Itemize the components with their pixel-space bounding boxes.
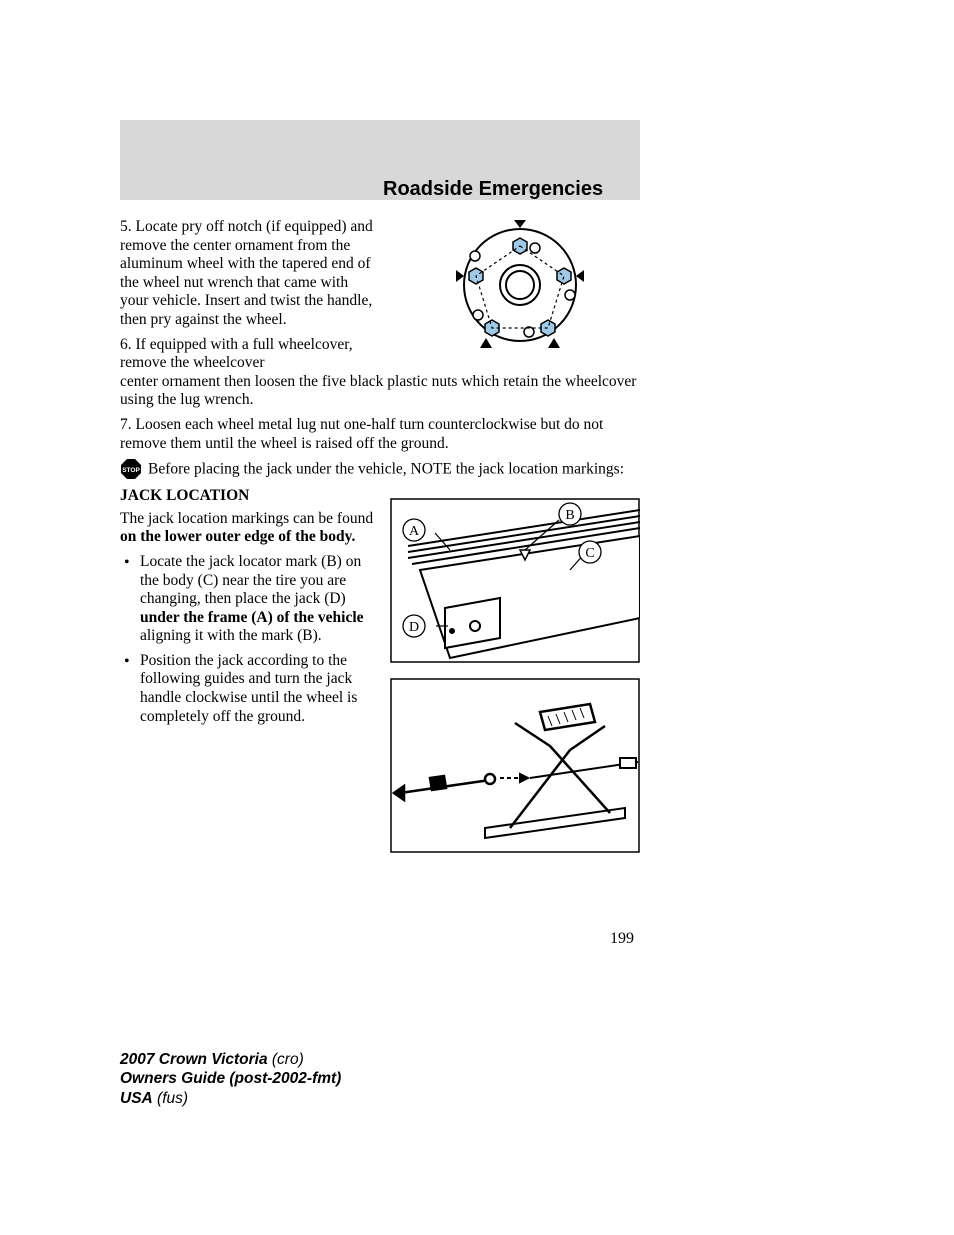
page-number: 199 (610, 930, 634, 948)
page-title: Roadside Emergencies (383, 178, 603, 201)
footer-code2: (fus) (153, 1090, 188, 1107)
footer-region: USA (120, 1090, 153, 1107)
step-7: 7. Loosen each wheel metal lug nut one-h… (120, 416, 640, 453)
page: Roadside Emergencies (0, 0, 954, 1235)
bullet-1-bold: under the frame (A) of the vehicle (140, 609, 364, 626)
step-6-rest: center ornament then loosen the five bla… (120, 373, 640, 410)
jack-intro: The jack location markings can be found … (120, 510, 380, 547)
footer: 2007 Crown Victoria (cro) Owners Guide (… (120, 1050, 341, 1108)
footer-guide: Owners Guide (post-2002-fmt) (120, 1070, 341, 1087)
step-6-lead: 6. If equipped with a full wheelcover, r… (120, 336, 380, 373)
jack-location-heading: JACK LOCATION (120, 487, 640, 506)
bullet-2: Position the jack according to the follo… (120, 652, 380, 726)
footer-code1: (cro) (268, 1051, 304, 1068)
jack-bullets: Locate the jack locator mark (B) on the … (120, 553, 380, 726)
jack-intro-bold: on the lower outer edge of the body. (120, 528, 355, 545)
bullet-1-pre: Locate the jack locator mark (B) on the … (140, 553, 361, 607)
step-5: 5. Locate pry off notch (if equipped) an… (120, 218, 380, 330)
jack-intro-pre: The jack location markings can be found (120, 510, 373, 527)
bullet-1: Locate the jack locator mark (B) on the … (120, 553, 380, 646)
body-text: 5. Locate pry off notch (if equipped) an… (120, 218, 640, 732)
stop-icon: STOP (120, 458, 142, 480)
stop-note-text: Before placing the jack under the vehicl… (148, 461, 624, 478)
stop-note: STOP Before placing the jack under the v… (120, 459, 640, 481)
bullet-1-post: aligning it with the mark (B). (140, 627, 322, 644)
svg-text:STOP: STOP (122, 467, 140, 474)
footer-model: 2007 Crown Victoria (120, 1051, 268, 1068)
